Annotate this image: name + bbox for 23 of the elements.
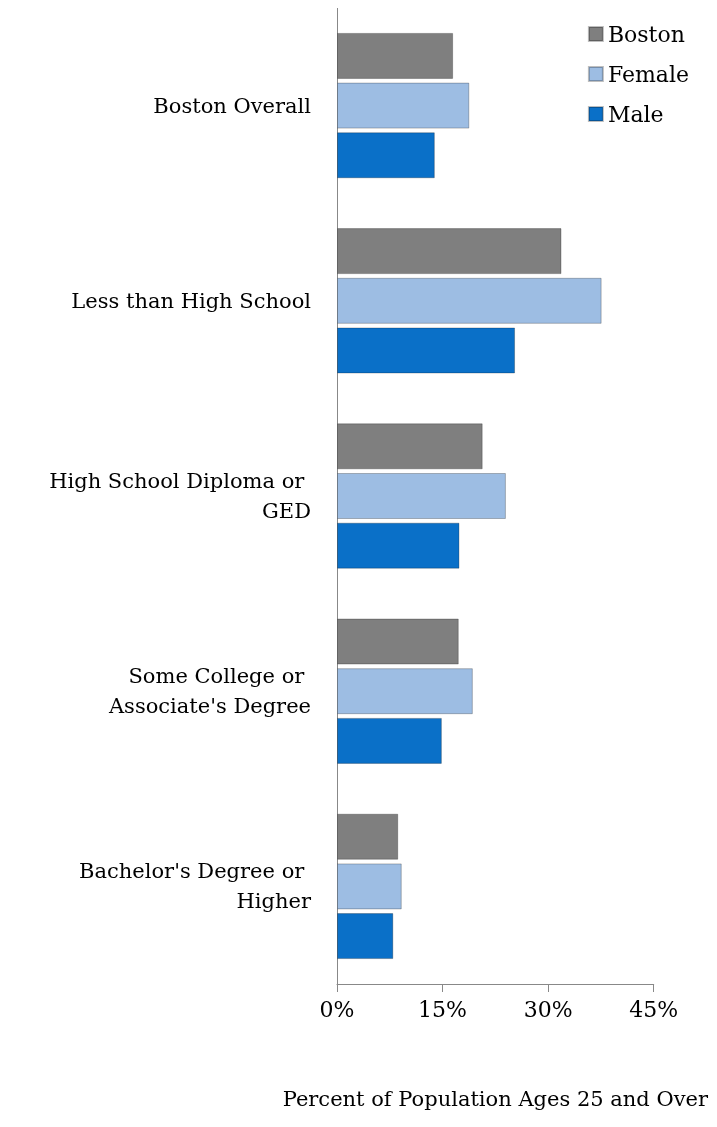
y-tick-label: Bachelor's Degree or Higher bbox=[79, 859, 312, 914]
bar bbox=[337, 668, 473, 715]
bar bbox=[337, 913, 394, 960]
bar bbox=[337, 327, 516, 374]
x-tick-label: 30% bbox=[523, 996, 573, 1022]
bar bbox=[337, 473, 506, 519]
x-tick-label: 15% bbox=[418, 996, 468, 1022]
legend-label: Boston bbox=[607, 21, 685, 47]
y-tick-label: Some College or Associate's Degree bbox=[107, 664, 311, 719]
x-axis-title: Percent of Population Ages 25 and Over bbox=[282, 1087, 709, 1111]
bar bbox=[337, 82, 470, 129]
legend-label: Male bbox=[607, 101, 664, 127]
y-tick-label: High School Diploma or GED bbox=[49, 469, 311, 523]
bar bbox=[337, 132, 435, 179]
legend-label: Female bbox=[607, 61, 690, 87]
y-tick-label: Less than High School bbox=[71, 288, 312, 313]
bar bbox=[337, 522, 460, 569]
bar bbox=[337, 717, 442, 764]
bar bbox=[337, 863, 402, 910]
bar bbox=[337, 277, 602, 324]
x-tick-label: 45% bbox=[629, 996, 679, 1022]
x-tick-label: 0% bbox=[319, 996, 355, 1022]
y-tick-label: Boston Overall bbox=[153, 93, 312, 118]
